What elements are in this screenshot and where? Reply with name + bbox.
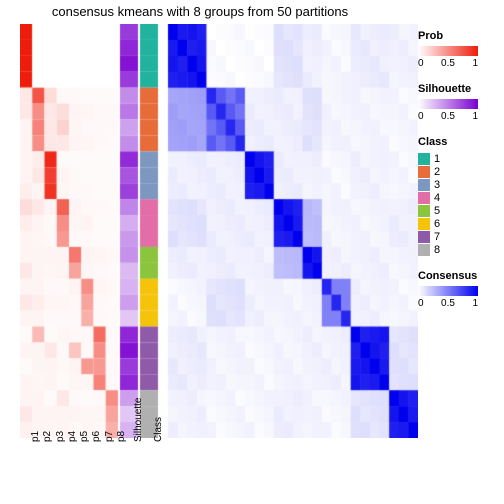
legend-class-swatch <box>418 192 430 204</box>
legend-class-swatch <box>418 231 430 243</box>
legends: Prob 0 0.5 1 Silhouette 0 0.5 1 Class 12… <box>418 30 500 323</box>
x-axis-label: p6 <box>91 431 102 442</box>
legend-class-swatch <box>418 153 430 165</box>
legend-cons-title: Consensus <box>418 270 500 282</box>
legend-class-item: 8 <box>418 243 500 256</box>
x-axis-label: Silhouette <box>133 398 144 442</box>
legend-prob-title: Prob <box>418 30 500 42</box>
x-axis-label: p4 <box>67 431 78 442</box>
legend-class-swatch <box>418 205 430 217</box>
legend-sil-title: Silhouette <box>418 83 500 95</box>
x-axis-label: p3 <box>55 431 66 442</box>
legend-class-swatch <box>418 244 430 256</box>
legend-class-list: 12345678 <box>418 152 500 256</box>
legend-class-item: 7 <box>418 230 500 243</box>
x-axis-label: p8 <box>116 431 127 442</box>
legend-consensus: Consensus 0 0.5 1 <box>418 270 500 309</box>
x-axis-label: p7 <box>104 431 115 442</box>
legend-prob-ticks: 0 0.5 1 <box>418 58 478 69</box>
legend-class-swatch <box>418 218 430 230</box>
legend-class-item: 4 <box>418 191 500 204</box>
x-axis-label: Class <box>153 417 164 442</box>
legend-class-item: 2 <box>418 165 500 178</box>
plot-area <box>20 24 418 438</box>
x-axis-label: p5 <box>79 431 90 442</box>
legend-cons-gradient <box>418 286 478 296</box>
legend-class-item: 1 <box>418 152 500 165</box>
x-axis-label: p2 <box>42 431 53 442</box>
x-axis-label: p1 <box>30 431 41 442</box>
legend-class: Class 12345678 <box>418 136 500 256</box>
legend-sil-ticks: 0 0.5 1 <box>418 111 478 122</box>
legend-class-swatch <box>418 179 430 191</box>
legend-prob: Prob 0 0.5 1 <box>418 30 500 69</box>
legend-sil-gradient <box>418 99 478 109</box>
legend-prob-gradient <box>418 46 478 56</box>
consensus-chart: consensus kmeans with 8 groups from 50 p… <box>0 0 504 504</box>
legend-class-swatch <box>418 166 430 178</box>
legend-cons-ticks: 0 0.5 1 <box>418 298 478 309</box>
heatmap-canvas <box>20 24 418 438</box>
chart-title: consensus kmeans with 8 groups from 50 p… <box>0 4 400 19</box>
legend-class-item: 5 <box>418 204 500 217</box>
legend-class-title: Class <box>418 136 500 148</box>
legend-silhouette: Silhouette 0 0.5 1 <box>418 83 500 122</box>
legend-class-item: 6 <box>418 217 500 230</box>
legend-class-item: 3 <box>418 178 500 191</box>
